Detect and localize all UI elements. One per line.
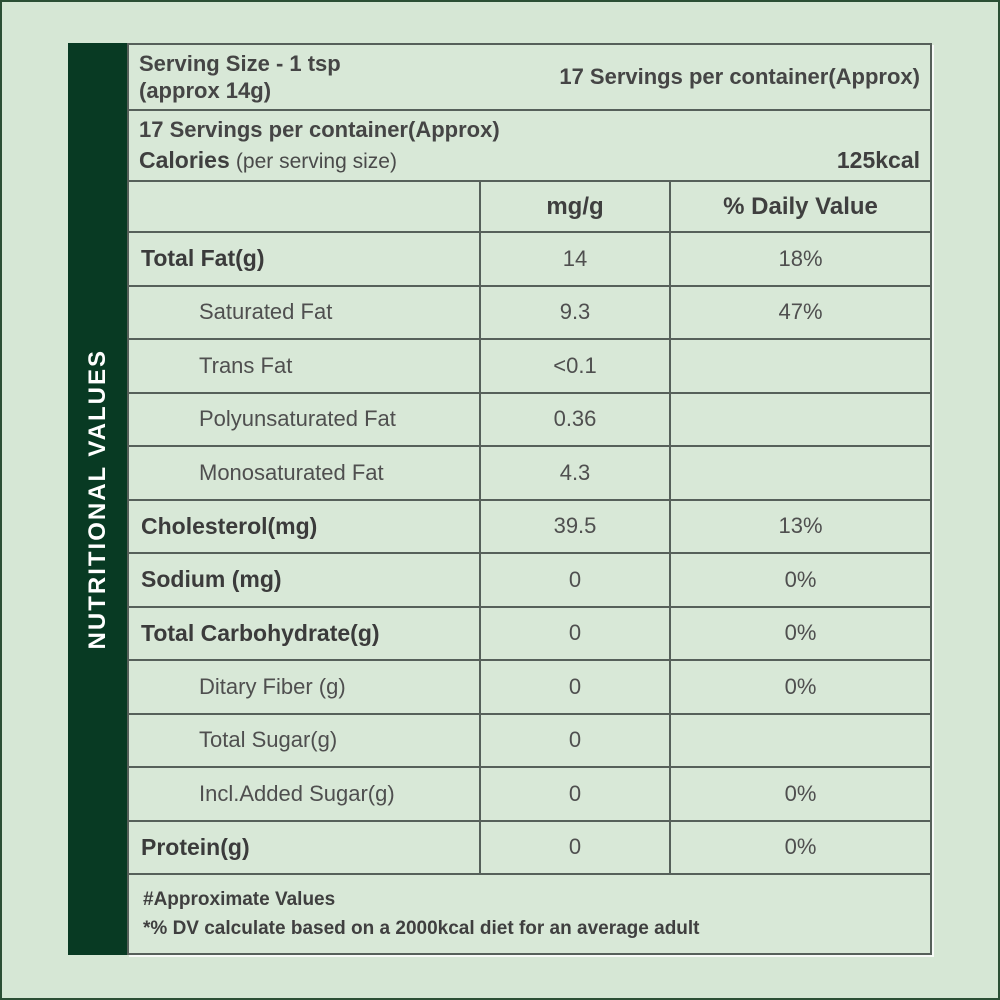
nutrient-amount: 4.3 — [481, 447, 671, 499]
nutrient-label: Sodium (mg) — [129, 554, 481, 606]
table-row: Incl.Added Sugar(g) 0 0% — [129, 768, 930, 822]
table-header-row: mg/g % Daily Value — [129, 182, 930, 233]
nutrient-label: Protein(g) — [129, 821, 481, 873]
nutrient-daily-value: 0% — [784, 620, 817, 646]
nutrient-amount: 0 — [481, 661, 671, 713]
table-row: Protein(g) 0 0% — [129, 821, 930, 875]
nutrient-daily-value: 18% — [778, 245, 823, 271]
serving-size-line1: Serving Size - 1 tsp — [139, 50, 341, 76]
nutrient-label: Ditary Fiber (g) — [129, 661, 481, 713]
serving-size-row: Serving Size - 1 tsp (approx 14g) 17 Ser… — [129, 45, 930, 111]
nutrient-amount: 0.36 — [481, 393, 671, 445]
table-row: Trans Fat <0.1 — [129, 340, 930, 394]
nutrient-amount: 0 — [481, 768, 671, 820]
table-row: Total Fat(g) 14 18% — [129, 233, 930, 287]
servings-line: 17 Servings per container(Approx) — [139, 116, 500, 142]
nutrient-label: Monosaturated Fat — [129, 447, 481, 499]
nutrient-amount: 0 — [481, 607, 671, 659]
sidebar-title: NUTRITIONAL VALUES — [83, 348, 111, 650]
nutrient-amount: <0.1 — [481, 340, 671, 392]
nutrient-daily-value: 0% — [784, 780, 817, 806]
calories-line: Calories (per serving size) 125kcal — [139, 145, 920, 176]
table-row: Ditary Fiber (g) 0 0% — [129, 661, 930, 715]
nutrient-daily-value — [671, 715, 930, 767]
nutrient-label: Total Carbohydrate(g) — [129, 607, 481, 659]
table-row: Polyunsaturated Fat 0.36 — [129, 393, 930, 447]
nutrient-label: Total Fat(g) — [129, 233, 481, 285]
nutrient-daily-value: 0% — [784, 566, 817, 592]
serving-size-block: Serving Size - 1 tsp (approx 14g) — [139, 50, 341, 105]
calories-value: 125kcal — [836, 146, 920, 173]
column-header-amount: mg/g — [481, 182, 671, 231]
nutrient-amount: 14 — [481, 233, 671, 285]
nutrient-label: Cholesterol(mg) — [129, 500, 481, 552]
table-row: Cholesterol(mg) 39.5 13% — [129, 500, 930, 554]
table-row: Saturated Fat 9.3 47% — [129, 286, 930, 340]
nutrient-amount: 39.5 — [481, 500, 671, 552]
nutrition-label: NUTRITIONAL VALUES Serving Size - 1 tsp … — [68, 43, 932, 955]
nutrient-daily-value — [671, 447, 930, 499]
servings-per-container: 17 Servings per container(Approx) — [559, 64, 920, 89]
calories-label-group: Calories (per serving size) — [139, 145, 397, 176]
table-row: Monosaturated Fat 4.3 — [129, 447, 930, 501]
table-row: Total Sugar(g) 0 — [129, 714, 930, 768]
sidebar: NUTRITIONAL VALUES — [68, 43, 127, 955]
nutrient-amount: 0 — [481, 714, 671, 766]
footnote-approximate: #Approximate Values — [143, 888, 336, 910]
table-body: Total Fat(g) 14 18% Saturated Fat 9.3 47… — [129, 233, 930, 875]
calories-row: 17 Servings per container(Approx) Calori… — [129, 111, 930, 182]
table-row: Sodium (mg) 0 0% — [129, 554, 930, 608]
nutrient-daily-value: 0% — [784, 673, 817, 699]
calories-label: Calories — [139, 146, 230, 173]
footnote-dv: *% DV calculate based on a 2000kcal diet… — [143, 918, 700, 939]
nutrient-amount: 9.3 — [481, 286, 671, 338]
nutrient-daily-value: 0% — [784, 834, 817, 860]
nutrient-label: Trans Fat — [129, 340, 481, 392]
footnotes: #Approximate Values *% DV calculate base… — [129, 875, 930, 953]
nutrient-daily-value: 13% — [778, 513, 823, 539]
nutrient-daily-value — [671, 394, 930, 446]
column-header-nutrient — [129, 182, 481, 231]
label-content: Serving Size - 1 tsp (approx 14g) 17 Ser… — [127, 43, 932, 955]
nutrient-amount: 0 — [481, 821, 671, 873]
nutrient-amount: 0 — [481, 554, 671, 606]
nutrient-label: Polyunsaturated Fat — [129, 393, 481, 445]
nutrient-label: Total Sugar(g) — [129, 714, 481, 766]
table-row: Total Carbohydrate(g) 0 0% — [129, 607, 930, 661]
nutrient-label: Saturated Fat — [129, 286, 481, 338]
nutrient-label: Incl.Added Sugar(g) — [129, 768, 481, 820]
nutrient-daily-value — [671, 340, 930, 392]
calories-sublabel: (per serving size) — [235, 149, 397, 173]
serving-size-line2: (approx 14g) — [139, 78, 272, 103]
column-header-daily-value: % Daily Value — [723, 192, 878, 220]
nutrient-daily-value: 47% — [778, 299, 823, 325]
